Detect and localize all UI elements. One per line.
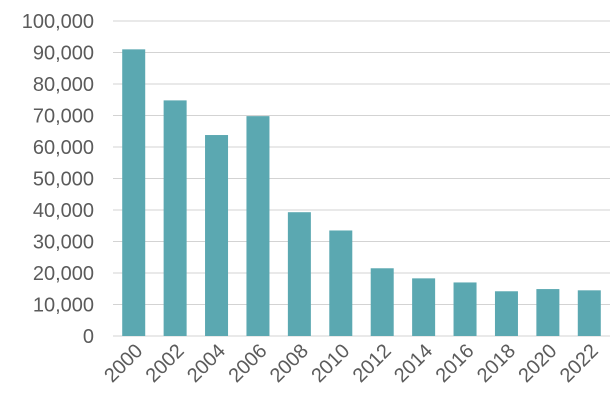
bars bbox=[122, 49, 601, 336]
bar-2006 bbox=[246, 116, 270, 336]
y-axis-tick-labels: 0 10,000 20,000 30,000 40,000 50,000 60,000 70,… bbox=[22, 11, 94, 348]
x-tick-label: 2022 bbox=[556, 340, 603, 387]
x-tick-label: 2008 bbox=[266, 340, 313, 387]
y-tick-label: 20,000 bbox=[33, 263, 94, 285]
y-tick-label: 80,000 bbox=[33, 74, 94, 96]
bar-2000 bbox=[122, 49, 146, 336]
bar-2022 bbox=[577, 290, 601, 336]
y-tick-label: 0 bbox=[83, 326, 94, 348]
y-tick-label: 70,000 bbox=[33, 106, 94, 128]
bar-2012 bbox=[370, 268, 394, 336]
y-tick-label: 60,000 bbox=[33, 137, 94, 159]
x-tick-label: 2002 bbox=[142, 340, 189, 387]
x-tick-label: 2018 bbox=[473, 340, 520, 387]
x-tick-label: 2000 bbox=[100, 340, 147, 387]
y-tick-label: 40,000 bbox=[33, 200, 94, 222]
x-tick-label: 2004 bbox=[183, 340, 230, 387]
x-tick-label: 2014 bbox=[390, 340, 437, 387]
x-tick-label: 2020 bbox=[514, 340, 561, 387]
y-tick-label: 50,000 bbox=[33, 169, 94, 191]
bar-2016 bbox=[453, 282, 477, 336]
bar-2020 bbox=[536, 289, 560, 336]
gridlines bbox=[113, 20, 610, 337]
x-tick-label: 2012 bbox=[349, 340, 396, 387]
bar-2002 bbox=[163, 100, 187, 336]
x-axis-tick-labels: 2000200220042006200820102012201420162018… bbox=[100, 340, 603, 387]
y-tick-label: 30,000 bbox=[33, 232, 94, 254]
y-tick-label: 10,000 bbox=[33, 295, 94, 317]
bar-2014 bbox=[412, 278, 436, 336]
y-tick-label: 90,000 bbox=[33, 43, 94, 65]
x-tick-label: 2006 bbox=[224, 340, 271, 387]
bar-2018 bbox=[494, 291, 518, 336]
bar-2004 bbox=[205, 135, 229, 336]
bar-2008 bbox=[287, 212, 311, 336]
x-tick-label: 2016 bbox=[432, 340, 479, 387]
x-tick-label: 2010 bbox=[307, 340, 354, 387]
bar-2010 bbox=[329, 230, 353, 336]
y-tick-label: 100,000 bbox=[22, 11, 94, 33]
